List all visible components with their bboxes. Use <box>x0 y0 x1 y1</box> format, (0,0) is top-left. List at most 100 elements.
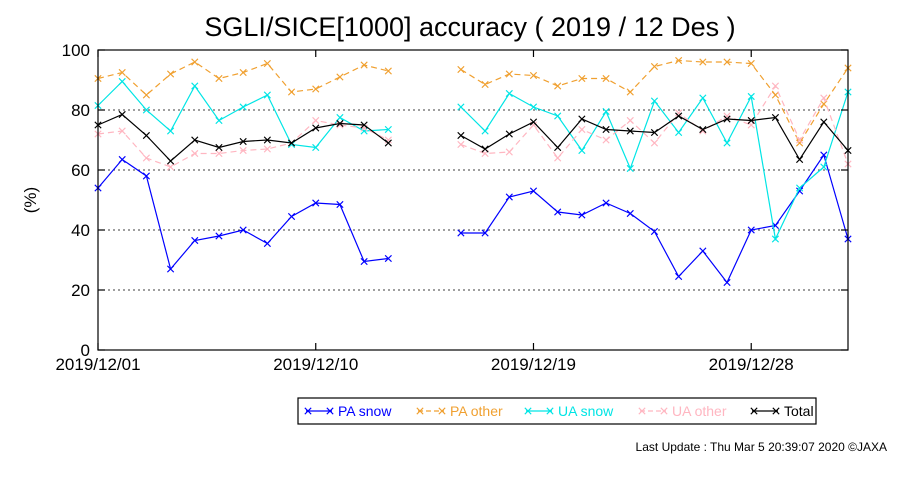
data-point <box>142 106 150 114</box>
y-tick-label: 20 <box>71 281 90 300</box>
data-point <box>723 58 731 66</box>
data-point <box>360 121 368 129</box>
series-ua-snow <box>94 77 852 243</box>
data-point <box>142 91 150 99</box>
data-point <box>118 77 126 86</box>
y-tick-label: 40 <box>71 221 90 240</box>
data-point <box>699 94 707 102</box>
data-point <box>457 131 465 140</box>
data-point <box>263 136 271 144</box>
data-point <box>796 136 804 144</box>
series-line <box>460 115 849 161</box>
data-point <box>166 70 175 78</box>
data-point <box>336 121 344 129</box>
data-point <box>602 74 610 83</box>
data-point <box>820 118 828 126</box>
data-point <box>675 112 683 120</box>
data-point <box>747 116 755 125</box>
legend: PA snow PA other UA snow UA other Total <box>297 397 817 425</box>
legend-box <box>297 397 817 425</box>
legend-label: UA other <box>672 403 727 419</box>
data-point <box>457 65 465 74</box>
plot-frame <box>97 49 849 351</box>
data-point <box>312 124 320 132</box>
data-point <box>771 113 780 122</box>
data-point <box>820 94 828 102</box>
data-point <box>650 139 659 147</box>
data-point <box>384 139 392 147</box>
data-point <box>505 70 513 78</box>
data-point <box>287 212 296 221</box>
data-point <box>554 143 562 152</box>
legend-marker <box>438 407 446 415</box>
y-tick-label: 60 <box>71 161 90 180</box>
data-point <box>820 100 828 108</box>
data-point <box>650 62 659 71</box>
series-line <box>97 113 389 162</box>
data-point <box>457 229 465 237</box>
data-point <box>360 61 368 69</box>
x-tick-label: 2019/12/10 <box>273 355 358 374</box>
data-point <box>602 125 610 134</box>
data-point <box>215 232 223 240</box>
data-point <box>360 257 368 266</box>
data-point <box>578 211 586 219</box>
series-group <box>94 56 852 287</box>
data-point <box>384 67 392 75</box>
series-ua-other <box>94 82 852 171</box>
data-point <box>166 127 175 135</box>
data-point <box>312 143 320 152</box>
data-point <box>529 118 538 126</box>
y-tick-label: 0 <box>81 341 90 360</box>
data-point <box>650 227 659 236</box>
data-point <box>263 239 271 248</box>
x-tick-label: 2019/12/28 <box>709 355 794 374</box>
legend-marker <box>546 407 554 415</box>
data-point <box>747 92 755 101</box>
legend-marker <box>416 407 424 415</box>
data-point <box>215 149 223 158</box>
data-point <box>796 184 804 192</box>
data-point <box>529 187 538 195</box>
data-point <box>118 127 126 135</box>
series-pa-snow <box>94 151 852 287</box>
grid-lines <box>98 109 848 291</box>
data-point <box>675 56 683 65</box>
legend-label: UA snow <box>558 403 614 419</box>
data-point <box>384 125 392 134</box>
data-point <box>384 254 392 263</box>
data-point <box>796 139 804 147</box>
data-point <box>505 89 513 98</box>
axes: 0 20 40 60 80 100 2019/12/01 2019/12/10 2019/12/… <box>55 41 848 374</box>
data-point <box>142 131 150 140</box>
data-point <box>215 143 223 152</box>
series-line <box>97 158 389 271</box>
data-point <box>118 155 126 164</box>
series-line <box>460 153 849 284</box>
legend-label: Total <box>784 403 814 419</box>
series-total <box>94 110 852 165</box>
data-point <box>118 68 126 77</box>
data-point <box>287 88 296 96</box>
footer-last-update: Last Update : Thu Mar 5 20:39:07 2020 ©J… <box>636 440 887 454</box>
legend-marker <box>326 407 334 415</box>
data-point <box>626 88 634 96</box>
data-point <box>287 139 296 147</box>
legend-marker <box>524 407 532 415</box>
legend-label: PA snow <box>338 403 392 419</box>
data-point <box>602 107 610 116</box>
series-line <box>97 119 389 168</box>
data-point <box>699 247 707 255</box>
data-point <box>191 136 199 144</box>
data-point <box>239 146 247 155</box>
series-line <box>460 84 849 165</box>
data-point <box>191 236 199 245</box>
data-point <box>239 103 247 111</box>
data-point <box>191 58 199 66</box>
data-point <box>554 82 562 90</box>
data-point <box>142 172 150 180</box>
data-point <box>626 127 634 135</box>
data-point <box>578 74 586 83</box>
data-point <box>166 163 175 171</box>
